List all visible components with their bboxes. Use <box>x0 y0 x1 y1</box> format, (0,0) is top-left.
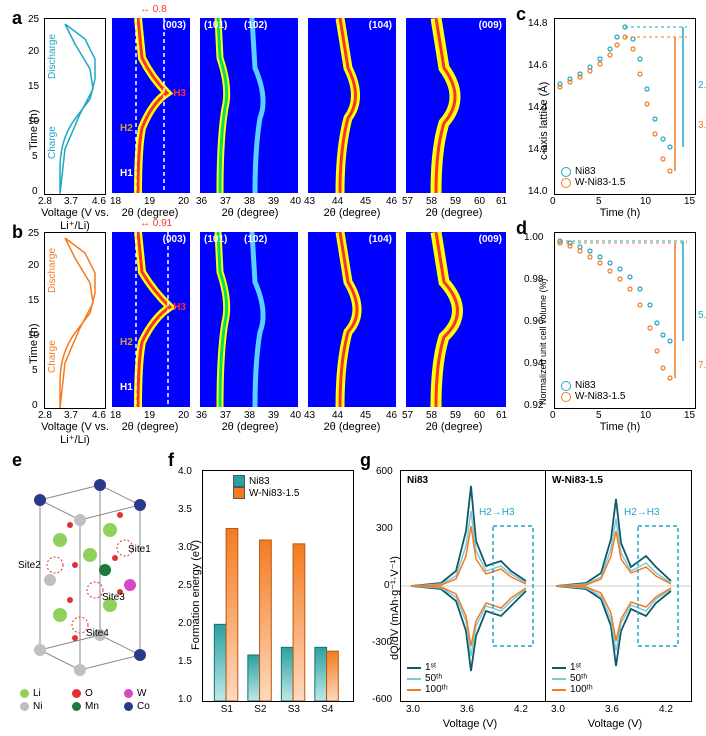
a-h2: H2 <box>120 123 133 134</box>
b-2theta-1: 2θ (degree) <box>110 421 190 433</box>
d-ylabel: Normalized unit cell volume (%) <box>538 278 548 405</box>
a-2theta-2: 2θ (degree) <box>208 207 292 219</box>
d-legend: Ni83 W-Ni83-1.5 <box>561 380 625 402</box>
d-pct-w: 7.4% <box>698 360 706 371</box>
f-legend: Ni83 W-Ni83-1.5 <box>233 475 299 499</box>
a-003-shift: ↔ 0.8 <box>140 4 167 15</box>
panel-g-label: g <box>360 450 371 471</box>
g-legend-1: 1ˢᵗ 50ᵗʰ 100ᵗʰ <box>407 662 448 695</box>
e-site3: Site3 <box>102 592 125 603</box>
b-heatmap-104: (104) <box>308 232 396 407</box>
a-heatmap-104: (104) <box>308 18 396 193</box>
panel-f-label: f <box>168 450 174 471</box>
g-plot-w: W-Ni83-1.5 H2→H3 1ˢᵗ 50ᵗʰ 100ᵗʰ <box>545 470 692 702</box>
d-xlabel: Time (h) <box>580 421 660 433</box>
a-charge-text: Charge <box>47 126 58 159</box>
g-xlabel-2: Voltage (V) <box>565 718 665 730</box>
g-plot-ni83: Ni83 H2→H3 1ˢᵗ 50ᵗʰ 100ᵗʰ <box>400 470 546 702</box>
a-101-plane: (101) <box>204 20 227 31</box>
b-101-plane: (101) <box>204 234 227 245</box>
a-104-plane: (104) <box>369 20 392 31</box>
a-2theta-4: 2θ (degree) <box>414 207 494 219</box>
b-heatmap-101-102: (101) (102) <box>200 232 298 407</box>
b-003-plane: (003) <box>163 234 186 245</box>
a-009-plane: (009) <box>479 20 502 31</box>
g-legend-2: 1ˢᵗ 50ᵗʰ 100ᵗʰ <box>552 662 593 695</box>
a-h1: H1 <box>120 168 133 179</box>
b-discharge-text: Discharge <box>47 248 58 293</box>
b-heatmap-003: (003) H1 H2 H3 <box>112 232 190 407</box>
b-h1: H1 <box>120 382 133 393</box>
b-2theta-3: 2θ (degree) <box>312 421 392 433</box>
b-104-plane: (104) <box>369 234 392 245</box>
g-w-title: W-Ni83-1.5 <box>552 475 603 486</box>
panel-a-label: a <box>12 8 22 29</box>
f-ylabel: Formation energy (eV) <box>190 540 202 650</box>
c-plot: Ni83 W-Ni83-1.5 <box>554 18 696 195</box>
e-site4: Site4 <box>86 628 109 639</box>
c-pct-ni83: 2.2% <box>698 80 706 91</box>
c-pct-w: 3.4% <box>698 120 706 131</box>
d-plot: Ni83 W-Ni83-1.5 <box>554 232 696 409</box>
a-xlabel: Voltage (V vs. Li⁺/Li) <box>30 207 120 232</box>
b-charge-text: Charge <box>47 340 58 373</box>
e-site2: Site2 <box>18 560 41 571</box>
e-crystal: Site1 Site2 Site3 Site4 <box>20 470 160 680</box>
a-heatmap-101-102: (101) (102) <box>200 18 298 193</box>
g-peak-label-1: H2→H3 <box>479 507 515 518</box>
a-h3: H3 <box>173 88 186 99</box>
f-cat-S1: S1 <box>221 704 233 715</box>
a-003-plane: (003) <box>163 20 186 31</box>
b-h2: H2 <box>120 337 133 348</box>
g-peak-label-2: H2→H3 <box>624 507 660 518</box>
c-xlabel: Time (h) <box>580 207 660 219</box>
g-xlabel-1: Voltage (V) <box>420 718 520 730</box>
f-cat-S4: S4 <box>321 704 333 715</box>
b-2theta-4: 2θ (degree) <box>414 421 494 433</box>
g-ni83-title: Ni83 <box>407 475 428 486</box>
a-2theta-3: 2θ (degree) <box>312 207 392 219</box>
b-heatmap-009: (009) <box>406 232 506 407</box>
b-xlabel: Voltage (V vs. Li⁺/Li) <box>30 421 120 446</box>
b-voltage-plot: Charge Discharge <box>44 232 106 409</box>
f-cat-S2: S2 <box>254 704 266 715</box>
panel-e-label: e <box>12 450 22 471</box>
f-cat-S3: S3 <box>288 704 300 715</box>
b-h3: H3 <box>173 302 186 313</box>
e-legend: Li O W Ni Mn Co <box>20 688 170 712</box>
panel-c-label: c <box>516 4 526 25</box>
a-discharge-text: Discharge <box>47 34 58 79</box>
b-009-plane: (009) <box>479 234 502 245</box>
c-legend: Ni83 W-Ni83-1.5 <box>561 166 625 188</box>
a-heatmap-003: (003) H1 H2 H3 <box>112 18 190 193</box>
a-heatmap-009: (009) <box>406 18 506 193</box>
b-102-plane: (102) <box>244 234 267 245</box>
d-pct-ni83: 5.9% <box>698 310 706 321</box>
b-2theta-2: 2θ (degree) <box>208 421 292 433</box>
figure-root: a b c d e f g Charge Discharge Time (h) … <box>0 0 706 736</box>
a-102-plane: (102) <box>244 20 267 31</box>
panel-b-label: b <box>12 222 23 243</box>
f-plot: Ni83 W-Ni83-1.5 <box>202 470 354 702</box>
e-site1: Site1 <box>128 544 151 555</box>
b-003-shift: ↔ 0.91 <box>140 218 172 229</box>
a-voltage-plot: Charge Discharge <box>44 18 106 195</box>
